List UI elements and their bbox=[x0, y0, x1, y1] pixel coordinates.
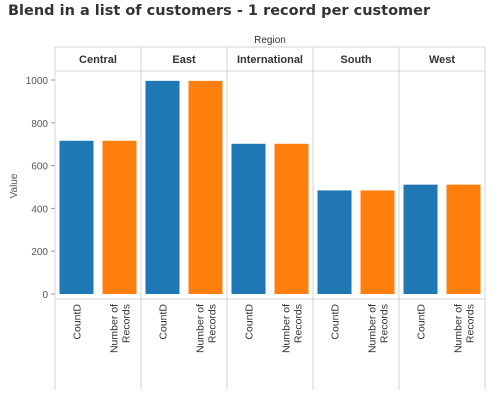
measure-label: Number of bbox=[367, 304, 379, 353]
bar bbox=[360, 190, 395, 294]
bar bbox=[102, 140, 137, 294]
category-header-label: Central bbox=[79, 54, 117, 66]
bar bbox=[145, 80, 180, 294]
measure-label: CountD bbox=[416, 304, 428, 340]
measure-label: Number of bbox=[109, 304, 121, 353]
measure-label: CountD bbox=[244, 304, 256, 340]
measure-label: CountD bbox=[330, 304, 342, 340]
category-header-label: International bbox=[237, 54, 303, 66]
bar bbox=[231, 143, 266, 294]
bar bbox=[59, 140, 94, 294]
measure-label: Number of bbox=[453, 304, 465, 353]
measure-label: Records bbox=[293, 304, 305, 343]
y-tick-label: 400 bbox=[31, 204, 48, 215]
bar bbox=[188, 80, 223, 294]
measure-label: Number of bbox=[281, 304, 293, 353]
y-tick-label: 0 bbox=[42, 290, 48, 301]
measure-label: Records bbox=[465, 304, 477, 343]
category-header-label: East bbox=[172, 54, 196, 66]
y-axis-title: Value bbox=[9, 173, 20, 198]
bar bbox=[317, 190, 352, 294]
y-tick-label: 1000 bbox=[26, 76, 49, 87]
measure-label: Records bbox=[207, 304, 219, 343]
y-tick-label: 200 bbox=[31, 247, 48, 258]
y-tick-label: 600 bbox=[31, 162, 48, 173]
y-tick-label: 800 bbox=[31, 119, 48, 130]
measure-label: CountD bbox=[72, 304, 84, 340]
chart-title: Blend in a list of customers - 1 record … bbox=[8, 3, 431, 19]
bar bbox=[403, 184, 438, 294]
measure-label: Records bbox=[121, 304, 133, 343]
measure-label: Records bbox=[379, 304, 391, 343]
measure-label: Number of bbox=[195, 304, 207, 353]
category-header-label: West bbox=[429, 54, 455, 66]
measure-label: CountD bbox=[158, 304, 170, 340]
bar bbox=[446, 184, 481, 294]
column-header-label: Region bbox=[254, 35, 286, 46]
category-header-label: South bbox=[340, 54, 371, 66]
bar bbox=[274, 143, 309, 294]
